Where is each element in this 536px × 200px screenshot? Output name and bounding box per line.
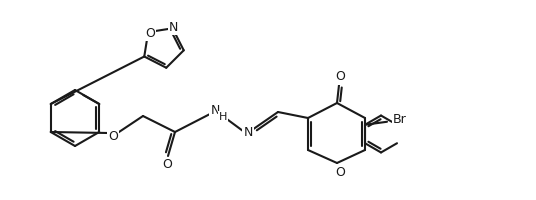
Text: O: O [335, 71, 345, 84]
Text: O: O [162, 158, 172, 170]
Text: O: O [108, 130, 118, 144]
Text: O: O [335, 166, 345, 178]
Text: N: N [169, 21, 178, 34]
Text: O: O [145, 27, 155, 40]
Text: H: H [219, 112, 227, 122]
Text: N: N [243, 127, 252, 140]
Text: N: N [210, 104, 220, 117]
Text: Br: Br [393, 113, 407, 126]
